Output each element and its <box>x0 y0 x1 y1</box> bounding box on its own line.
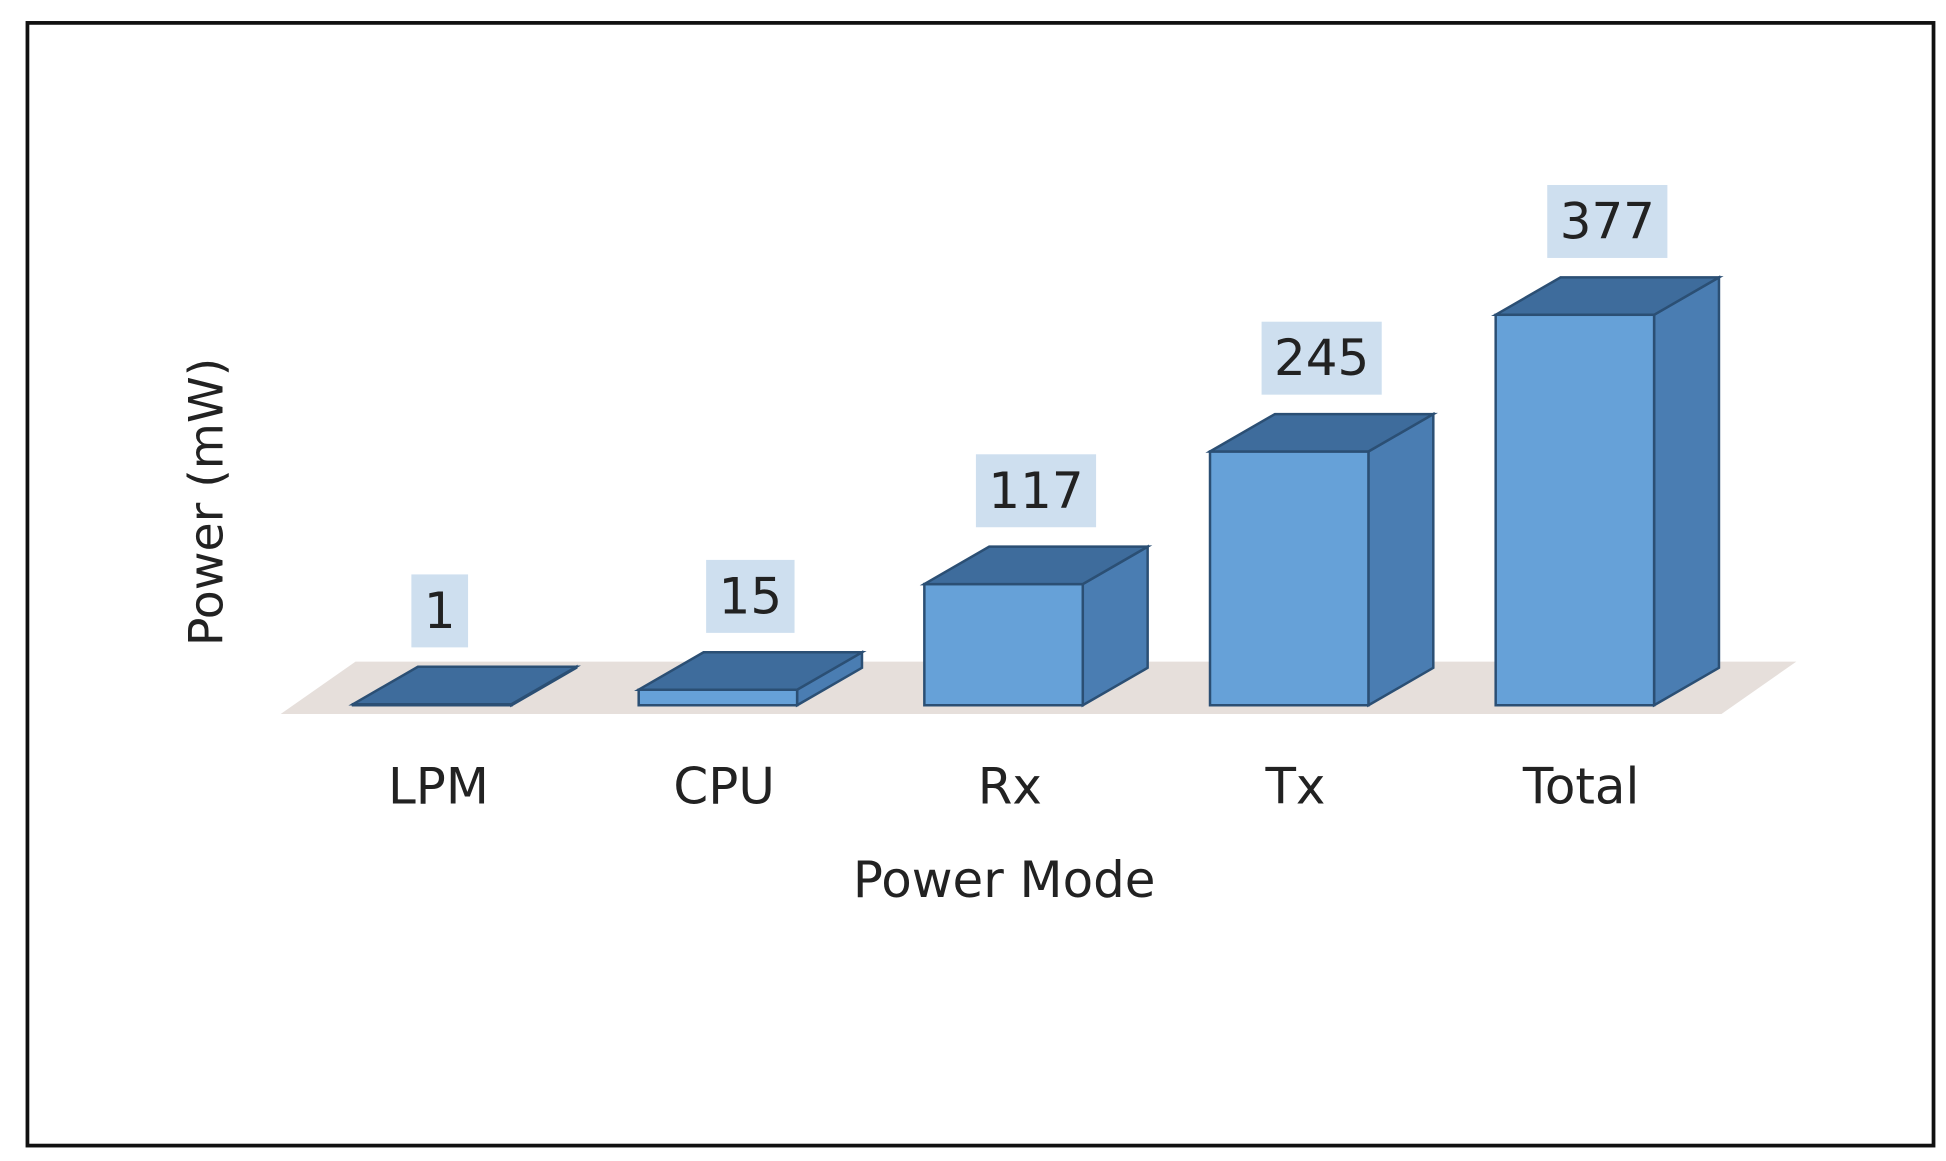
y-axis-title: Power (mW) <box>180 358 235 646</box>
bar-side <box>1367 411 1435 708</box>
data-label-box <box>411 574 469 648</box>
data-label: 245 <box>1274 329 1369 387</box>
x-tick-label: Total <box>1522 758 1639 816</box>
bar <box>1208 450 1370 707</box>
data-label-box <box>1547 184 1668 258</box>
x-axis-title: Power Mode <box>853 851 1156 909</box>
bar <box>1494 313 1656 707</box>
data-label-box <box>1261 321 1382 395</box>
data-label: 117 <box>988 462 1083 520</box>
data-label: 1 <box>424 582 456 640</box>
bar-top <box>1205 412 1438 453</box>
bar-side <box>1652 275 1721 708</box>
bar-top <box>634 651 867 691</box>
bar-top <box>1491 276 1724 317</box>
data-label: 377 <box>1560 192 1655 250</box>
data-label: 15 <box>719 567 782 625</box>
x-tick-label: Tx <box>1264 758 1325 816</box>
bar <box>637 688 799 707</box>
bar-top <box>348 665 581 706</box>
x-tick-label: Rx <box>978 758 1042 816</box>
x-tick-label: CPU <box>673 758 774 816</box>
bar-top <box>919 545 1153 586</box>
data-label-box <box>975 454 1097 528</box>
x-tick-label: LPM <box>388 758 489 816</box>
bar <box>923 582 1085 707</box>
data-label-box <box>706 559 795 633</box>
